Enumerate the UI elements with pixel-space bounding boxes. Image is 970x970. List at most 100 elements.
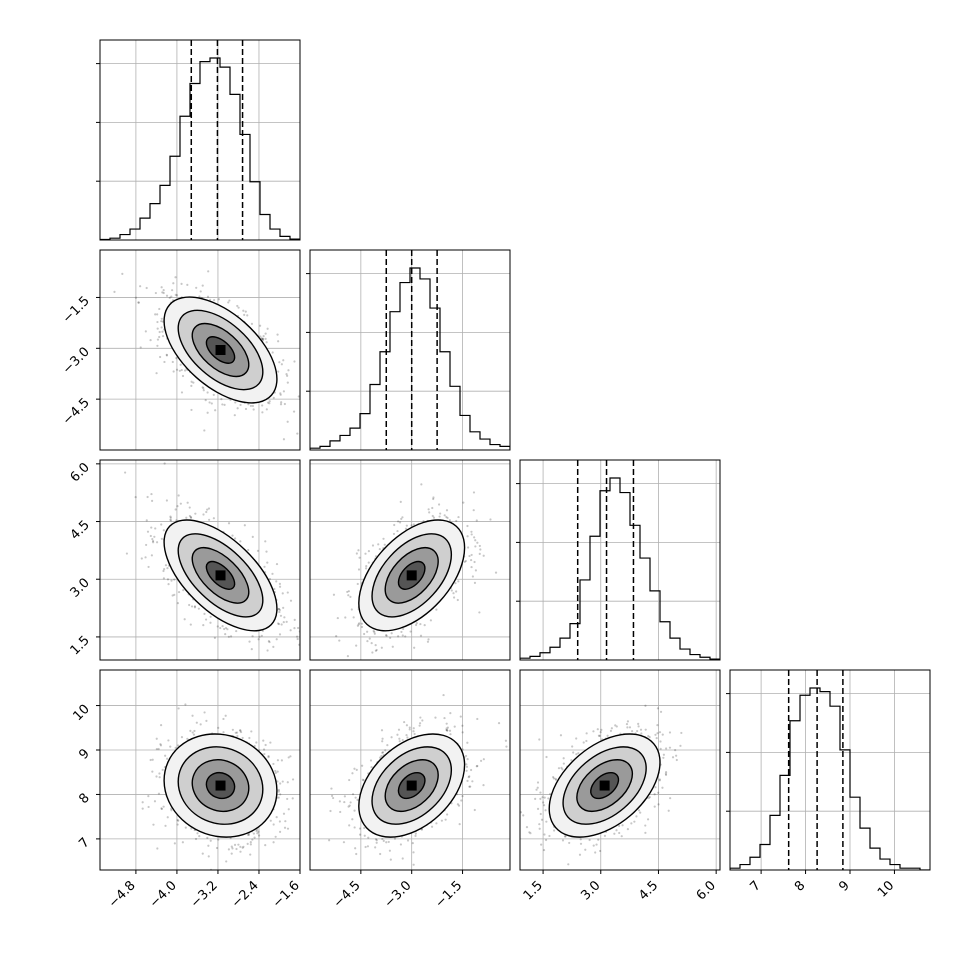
sample-point: [286, 374, 289, 377]
sample-point: [163, 568, 166, 571]
sample-point: [203, 711, 206, 714]
sample-point: [191, 714, 194, 717]
sample-point: [249, 843, 252, 846]
sample-point: [164, 564, 168, 567]
sample-point: [180, 735, 184, 739]
sample-point: [331, 794, 334, 797]
sample-point: [274, 771, 277, 775]
sample-point: [279, 392, 282, 395]
sample-point: [158, 776, 161, 779]
sample-point: [356, 582, 359, 586]
sample-point: [375, 839, 378, 842]
sample-point: [224, 633, 227, 636]
sample-point: [220, 397, 223, 401]
sample-point: [404, 527, 408, 530]
sample-point: [222, 731, 225, 734]
density-peak: [215, 570, 226, 581]
sample-point: [189, 729, 192, 732]
sample-point: [275, 562, 279, 566]
sample-point: [360, 625, 364, 629]
histogram-step: [520, 477, 720, 660]
sample-point: [280, 363, 283, 366]
sample-point: [257, 638, 260, 641]
sample-point: [385, 841, 388, 844]
sample-point: [363, 632, 366, 636]
sample-point: [277, 340, 280, 343]
sample-point: [464, 559, 467, 563]
sample-point: [350, 608, 353, 611]
sample-point: [169, 516, 172, 519]
sample-point: [285, 620, 288, 623]
sample-point: [380, 729, 384, 732]
sample-point: [251, 635, 254, 638]
sample-point: [275, 638, 278, 641]
sample-point: [391, 645, 394, 648]
sample-point: [265, 408, 268, 411]
sample-point: [296, 626, 300, 630]
sample-point: [478, 611, 481, 614]
sample-point: [489, 518, 492, 521]
sample-point: [145, 286, 148, 290]
sample-point: [163, 462, 166, 465]
sample-point: [457, 515, 460, 519]
sample-point: [281, 780, 284, 783]
sample-point: [277, 622, 281, 626]
sample-point: [463, 560, 466, 563]
sample-point: [335, 634, 338, 638]
sample-point: [247, 403, 250, 406]
sample-point: [257, 834, 261, 837]
sample-point: [419, 622, 422, 626]
sample-point: [205, 719, 208, 723]
sample-point: [252, 408, 255, 411]
sample-point: [213, 636, 216, 640]
sample-point: [197, 607, 200, 610]
sample-point: [176, 602, 180, 605]
sample-point: [161, 768, 164, 771]
sample-point: [227, 301, 230, 304]
sample-point: [266, 401, 270, 404]
sample-point: [158, 307, 161, 311]
sample-point: [265, 341, 268, 344]
sample-point: [272, 823, 275, 826]
sample-point: [146, 530, 150, 533]
sample-point: [194, 512, 197, 515]
sample-point: [150, 554, 153, 557]
sample-point: [206, 391, 209, 394]
sample-point: [166, 816, 169, 819]
sample-point: [173, 578, 176, 581]
sample-point: [260, 337, 263, 340]
sample-point: [303, 633, 305, 635]
sample-point: [473, 560, 476, 564]
sample-point: [344, 616, 347, 619]
sample-point: [234, 401, 237, 404]
sample-point: [494, 571, 498, 574]
sample-point: [448, 519, 451, 522]
scatter-panel: [100, 460, 305, 660]
sample-point: [364, 552, 367, 555]
sample-point: [412, 523, 415, 526]
sample-point: [261, 404, 264, 407]
sample-point: [475, 519, 478, 522]
sample-point: [151, 537, 154, 541]
sample-point: [247, 833, 251, 836]
sample-point: [184, 826, 187, 829]
sample-point: [160, 286, 163, 289]
sample-point: [162, 805, 165, 808]
sample-point: [209, 615, 212, 618]
sample-point: [405, 733, 408, 737]
sample-point: [160, 326, 163, 329]
sample-point: [267, 755, 270, 758]
sample-point: [221, 403, 224, 406]
sample-point: [374, 649, 378, 652]
sample-point: [214, 409, 217, 412]
sample-point: [165, 294, 169, 297]
sample-point: [402, 627, 405, 631]
sample-point: [199, 290, 202, 293]
sample-point: [390, 632, 393, 635]
sample-point: [241, 736, 244, 740]
sample-point: [201, 386, 204, 389]
sample-point: [371, 651, 374, 654]
sample-point: [353, 809, 356, 812]
sample-point: [196, 832, 199, 835]
sample-point: [392, 532, 396, 536]
